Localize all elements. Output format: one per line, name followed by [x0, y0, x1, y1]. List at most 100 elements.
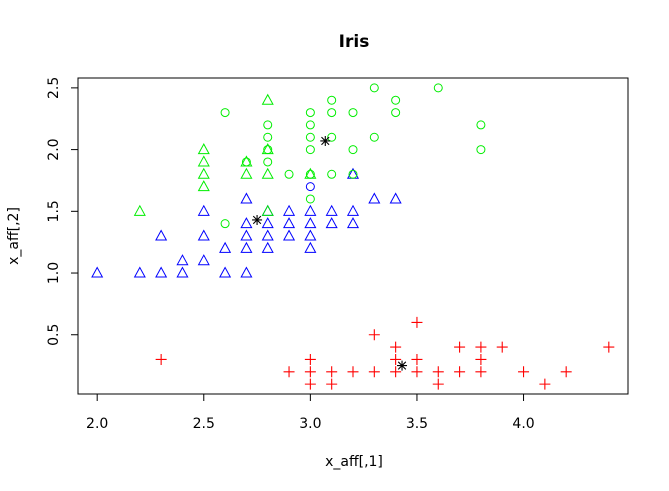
y-tick-label: 2.0	[46, 138, 62, 160]
triangle-point	[325, 204, 338, 216]
centroid-point	[320, 135, 331, 146]
circle-point	[348, 145, 358, 155]
triangle-point	[240, 266, 253, 278]
data-points	[91, 83, 615, 390]
plus-point	[347, 366, 359, 378]
triangle-point	[91, 266, 104, 278]
triangle-point	[240, 241, 253, 253]
circle-point	[327, 95, 337, 105]
triangle-point	[197, 167, 210, 179]
triangle-point	[283, 229, 296, 241]
y-axis-label: x_aff[,2]	[6, 207, 22, 265]
triangle-point	[261, 217, 274, 229]
triangle-point	[304, 229, 317, 241]
triangle-point	[346, 217, 360, 229]
y-tick-label: 1.5	[46, 200, 62, 222]
triangle-point	[304, 217, 317, 229]
circle-point	[305, 108, 315, 118]
triangle-point	[219, 241, 232, 253]
triangle-point	[261, 241, 274, 253]
x-axis: 2.0 2.5 3.0 3.5 4.0	[86, 393, 535, 432]
circle-point	[391, 95, 401, 105]
circle-point	[348, 108, 358, 118]
plus-point	[475, 341, 487, 353]
plus-point	[304, 353, 316, 365]
plus-point	[304, 378, 316, 390]
plus-point	[454, 366, 466, 378]
triangle-point	[261, 167, 274, 179]
plus-point	[326, 366, 338, 378]
circle-point	[241, 157, 251, 167]
circle-point	[305, 145, 315, 155]
circle-point	[263, 145, 273, 155]
x-tick-label: 2.0	[86, 416, 108, 432]
circle-point	[305, 132, 315, 142]
plus-point	[454, 341, 466, 353]
triangle-point	[325, 217, 338, 229]
plus-point	[368, 366, 380, 378]
triangle-point	[240, 217, 253, 229]
triangle-point	[176, 254, 189, 266]
triangle-point	[197, 254, 210, 266]
circle-point	[305, 194, 315, 204]
triangle-point	[261, 93, 274, 105]
centroid-point	[252, 214, 263, 225]
triangle-point	[197, 155, 210, 167]
triangle-point	[240, 167, 253, 179]
plus-point	[368, 329, 380, 341]
triangle-point	[304, 204, 317, 216]
triangle-point	[389, 192, 402, 204]
triangle-point	[304, 241, 317, 253]
circle-point	[263, 120, 273, 130]
circle-point	[348, 169, 358, 179]
x-tick-label: 3.5	[406, 416, 428, 432]
plus-point	[390, 366, 402, 378]
triangle-point	[197, 229, 210, 241]
circle-point	[391, 108, 401, 118]
plus-point	[155, 353, 167, 365]
circle-point	[263, 132, 273, 142]
triangle-point	[155, 266, 168, 278]
triangle-point	[261, 229, 274, 241]
plus-point	[475, 353, 487, 365]
triangle-point	[368, 192, 381, 204]
plus-point	[283, 366, 295, 378]
plus-point	[411, 366, 423, 378]
triangle-point	[219, 266, 232, 278]
plus-point	[603, 341, 615, 353]
circle-point	[305, 182, 315, 192]
circle-point	[433, 83, 443, 93]
circle-point	[263, 157, 273, 167]
circle-point	[369, 132, 379, 142]
x-axis-label: x_aff[,1]	[325, 454, 383, 470]
circle-point	[327, 108, 337, 118]
triangle-point	[283, 217, 296, 229]
plus-point	[411, 353, 423, 365]
plus-point	[560, 366, 572, 378]
x-tick-label: 2.5	[193, 416, 215, 432]
triangle-point	[261, 204, 274, 216]
plus-point	[326, 378, 338, 390]
x-tick-label: 4.0	[512, 416, 534, 432]
triangle-point	[283, 204, 296, 216]
triangle-point	[133, 266, 146, 278]
circle-point	[369, 83, 379, 93]
circle-point	[220, 108, 230, 118]
y-tick-label: 1.0	[46, 262, 62, 284]
plus-point	[539, 378, 551, 390]
plus-point	[390, 341, 402, 353]
triangle-point	[155, 229, 168, 241]
circle-point	[305, 169, 315, 179]
plus-point	[496, 341, 508, 353]
circle-point	[327, 132, 337, 142]
centroid-point	[397, 360, 408, 371]
circle-point	[305, 120, 315, 130]
plus-point	[432, 378, 444, 390]
triangle-point	[197, 204, 210, 216]
x-tick-label: 3.0	[299, 416, 321, 432]
y-tick-label: 2.5	[46, 77, 62, 99]
triangle-point	[197, 143, 210, 155]
circle-point	[476, 145, 486, 155]
